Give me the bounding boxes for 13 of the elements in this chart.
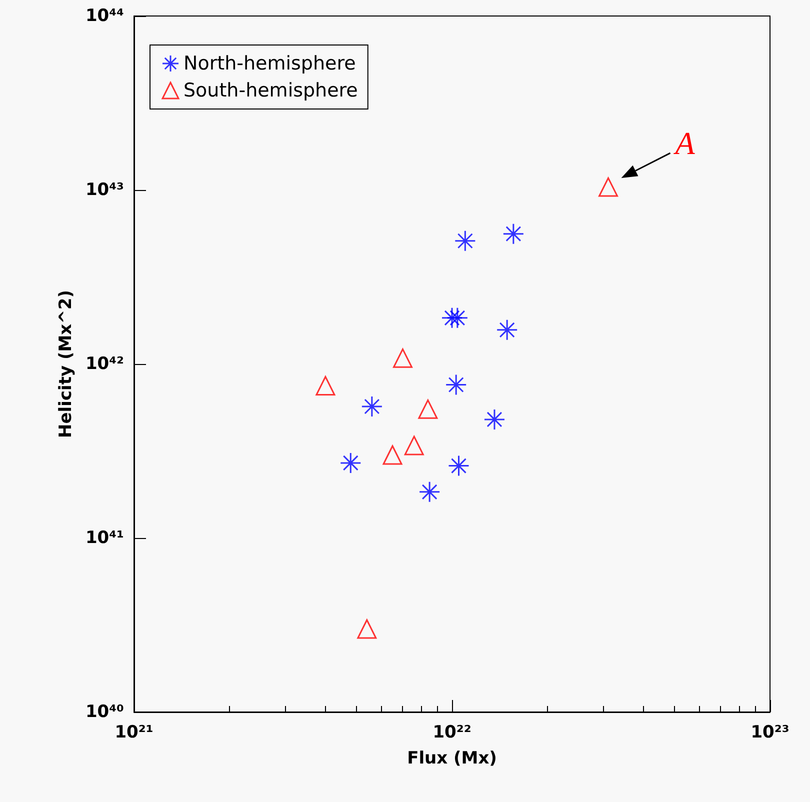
y-tick-label: 10⁴⁴ <box>85 6 124 26</box>
x-axis-title: Flux (Mx) <box>407 748 497 768</box>
y-tick-label: 10⁴¹ <box>85 528 124 548</box>
y-tick-label: 10⁴³ <box>85 180 124 200</box>
legend-label: South-hemisphere <box>184 80 358 102</box>
annotation: A <box>673 125 696 162</box>
y-axis-title: Helicity (Mx^2) <box>56 290 76 438</box>
x-tick-label: 10²³ <box>750 722 790 742</box>
x-tick-label: 10²² <box>432 722 472 742</box>
y-tick-label: 10⁴² <box>85 354 124 374</box>
y-tick-label: 10⁴⁰ <box>85 702 124 722</box>
x-tick-label: 10²¹ <box>114 722 154 742</box>
legend-label: North-hemisphere <box>184 52 356 74</box>
